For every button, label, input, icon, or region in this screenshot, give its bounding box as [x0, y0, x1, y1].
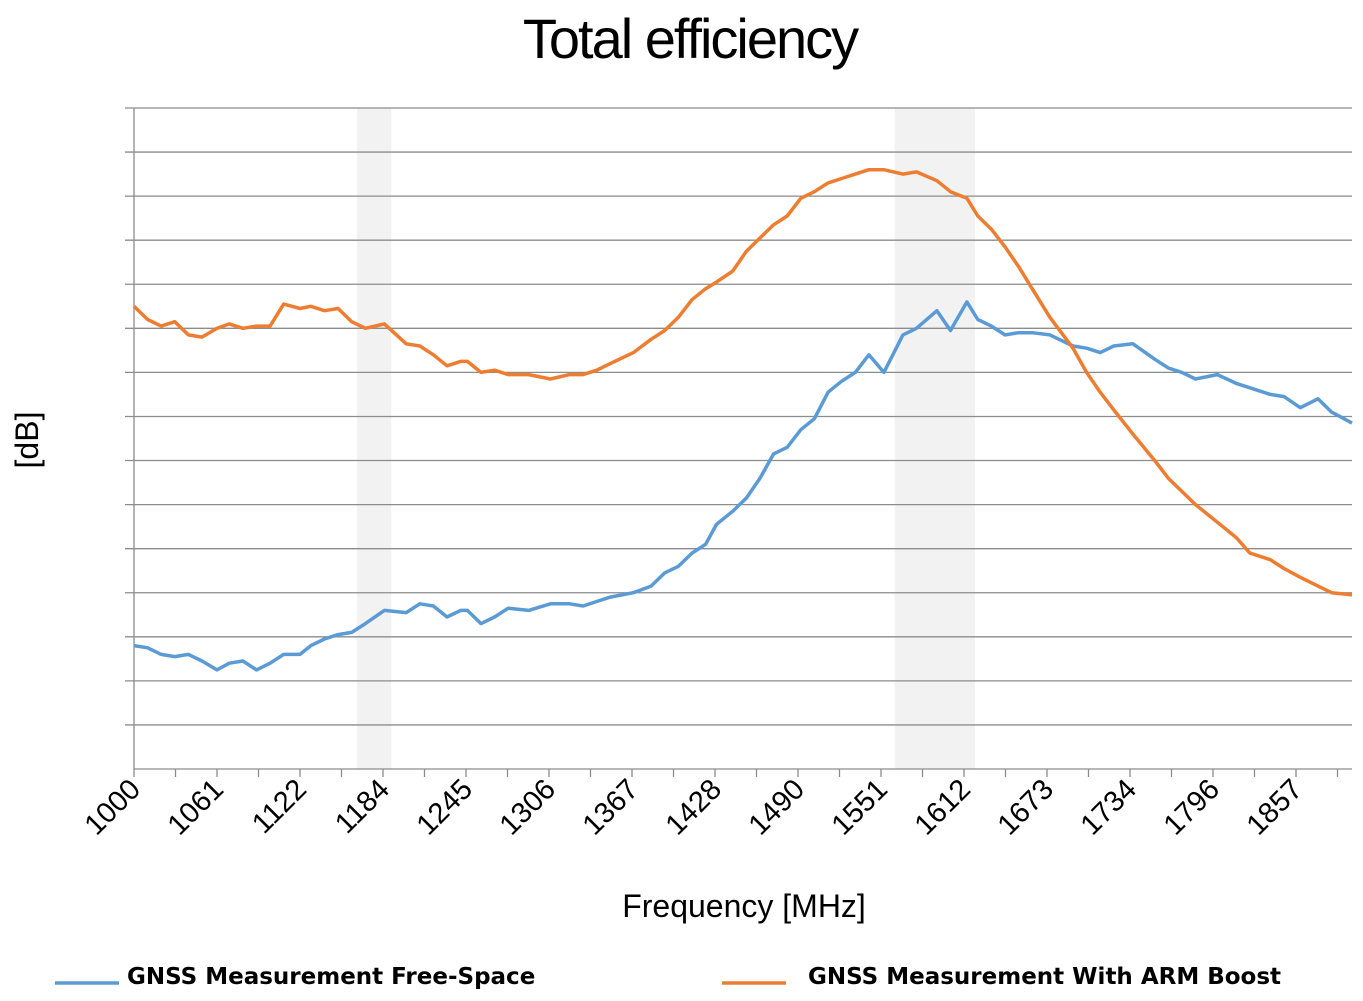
x-tick-label: 1734	[1075, 773, 1143, 841]
gridlines	[125, 107, 1352, 726]
x-tick-label: 1061	[162, 773, 230, 841]
x-tick-label: 1367	[577, 773, 645, 841]
x-tick-label: 1612	[909, 773, 977, 841]
legend-label-0: GNSS Measurement Free-Space	[127, 964, 535, 990]
chart-title: Total efficiency	[523, 7, 859, 70]
x-tick-label: 1673	[992, 773, 1060, 841]
x-tick-label: 1184	[329, 773, 396, 840]
x-tick-label: 1306	[494, 773, 562, 841]
highlight-band-1	[894, 108, 976, 769]
highlight-band-0	[357, 108, 392, 769]
legend: GNSS Measurement Free-Space GNSS Measurem…	[55, 964, 1281, 990]
x-tick-label: 1857	[1241, 773, 1309, 841]
x-tick-label: 1000	[79, 773, 147, 841]
x-tick-label: 1122	[246, 773, 313, 840]
x-tick-label: 1796	[1158, 773, 1226, 841]
x-axis-label: Frequency [MHz]	[622, 888, 866, 924]
series-line-1	[132, 167, 1353, 597]
legend-label-1: GNSS Measurement With ARM Boost	[808, 964, 1281, 990]
y-axis-label: [dB]	[9, 412, 45, 469]
x-tick-label: 1490	[743, 773, 811, 841]
x-tick-labels: 1000 1061 1122 1184 1245 1306 1367 1428 1490 1551…	[79, 769, 1339, 842]
x-tick-label: 1245	[411, 773, 479, 841]
x-tick-label: 1428	[660, 773, 728, 841]
axes	[133, 108, 1352, 770]
series-lines	[132, 167, 1353, 672]
series-line-0	[133, 300, 1353, 672]
highlight-bands	[357, 108, 976, 769]
x-tick-label: 1551	[826, 773, 894, 841]
